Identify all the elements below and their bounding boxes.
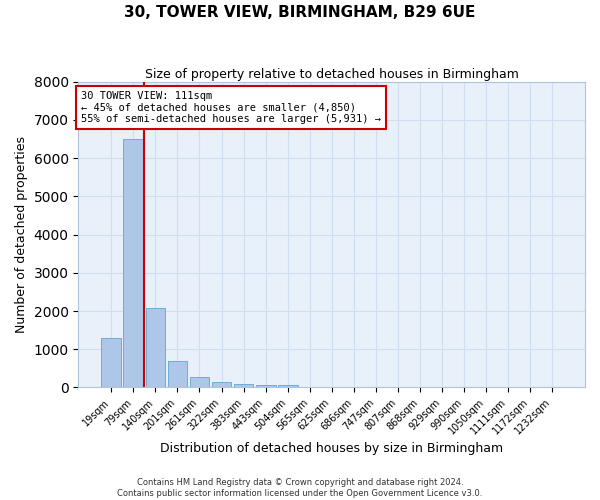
Bar bbox=[256, 385, 275, 388]
Bar bbox=[146, 308, 166, 388]
Bar bbox=[124, 139, 143, 388]
Text: 30, TOWER VIEW, BIRMINGHAM, B29 6UE: 30, TOWER VIEW, BIRMINGHAM, B29 6UE bbox=[124, 5, 476, 20]
Bar bbox=[212, 382, 232, 388]
Bar bbox=[233, 384, 253, 388]
Y-axis label: Number of detached properties: Number of detached properties bbox=[15, 136, 28, 333]
Bar bbox=[167, 362, 187, 388]
Bar bbox=[278, 385, 298, 388]
Text: Contains HM Land Registry data © Crown copyright and database right 2024.
Contai: Contains HM Land Registry data © Crown c… bbox=[118, 478, 482, 498]
Bar bbox=[101, 338, 121, 388]
Text: 30 TOWER VIEW: 111sqm
← 45% of detached houses are smaller (4,850)
55% of semi-d: 30 TOWER VIEW: 111sqm ← 45% of detached … bbox=[81, 91, 381, 124]
Title: Size of property relative to detached houses in Birmingham: Size of property relative to detached ho… bbox=[145, 68, 518, 80]
Bar bbox=[190, 377, 209, 388]
X-axis label: Distribution of detached houses by size in Birmingham: Distribution of detached houses by size … bbox=[160, 442, 503, 455]
